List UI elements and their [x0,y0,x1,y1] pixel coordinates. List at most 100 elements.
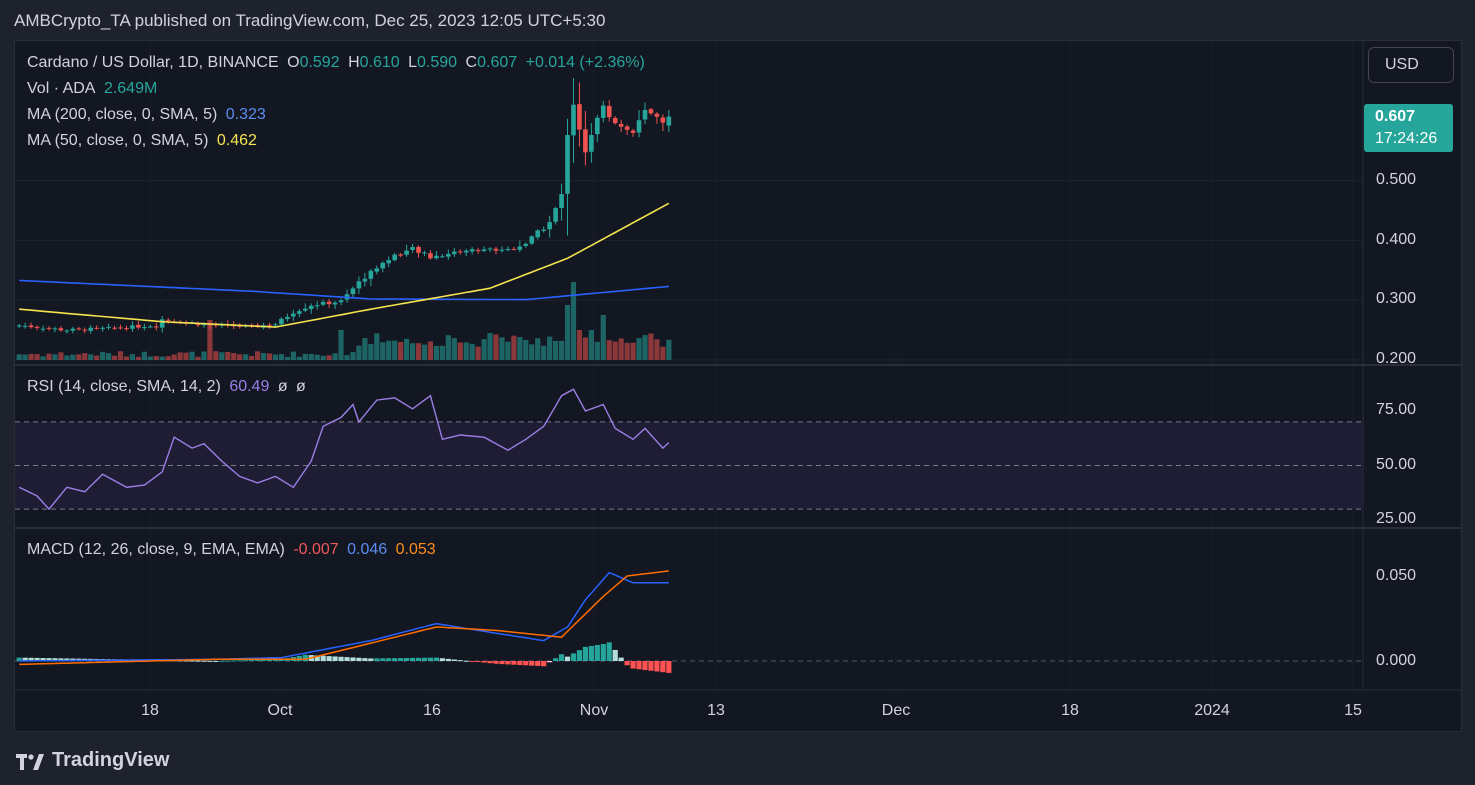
volume-bar [368,343,374,360]
macd-hist-bar [350,657,356,661]
macd-hist-bar [523,661,529,666]
volume-bar [64,355,70,360]
candle-body [374,268,380,272]
macd-hist-bar [541,661,547,667]
volume-bar [70,354,76,360]
macd-label[interactable]: MACD (12, 26, close, 9, EMA, EMA) [27,541,285,558]
volume-bar [374,333,380,360]
volume-bar [183,352,189,360]
macd-hist-bar [415,657,422,661]
volume-bar [380,342,386,360]
candle-body [201,324,207,326]
open-value: 0.592 [299,54,340,71]
volume-bar [487,333,493,360]
macd-hist-bar [654,661,660,672]
macd-hist-bar [558,654,565,661]
volume-bar [481,339,487,360]
candle-body [106,326,111,328]
ma50-label[interactable]: MA (50, close, 0, SMA, 5) [27,132,209,149]
candle-body [153,326,159,328]
bar-countdown: 17:24:26 [1375,130,1438,147]
volume-bar [517,337,523,360]
candle-body [338,300,344,303]
candle-body [475,250,481,252]
volume-bar [28,354,34,360]
ma50-legend: MA (50, close, 0, SMA, 5) 0.462 [27,132,261,150]
ma200-value: 0.323 [225,106,266,123]
macd-hist-bar [529,661,535,666]
time-tick: 13 [707,702,725,719]
macd-hist-bar [433,657,439,661]
macd-hist-bar [547,661,553,663]
candle-body [118,327,123,329]
macd-tick: 0.000 [1376,652,1417,669]
volume-bar [606,340,612,360]
rsi-value: 60.49 [229,378,270,395]
candle-body [559,194,564,208]
macd-hist-bar [46,658,52,661]
volume-bar [660,346,666,360]
macd-hist-bar [451,659,457,661]
candle-body [469,249,475,252]
rsi-band [15,421,1363,662]
macd-value: 0.046 [347,541,388,558]
pane-separators [15,41,1462,691]
rsi-series-line [18,388,670,511]
volume-bar [427,341,434,360]
volume-bar [16,354,22,360]
ma200-label[interactable]: MA (200, close, 0, SMA, 5) [27,106,218,123]
macd-hist-bar [302,654,308,661]
macd-hist-bar [22,657,28,661]
currency-button[interactable]: USD [1368,47,1454,83]
candle-body [34,326,40,328]
candle-body [499,249,505,251]
macd-hist-bar [487,661,493,664]
macd-hist-bar [314,655,320,661]
volume-bar [564,305,571,360]
volume-bar [415,343,422,360]
last-price-tag: 0.607 17:24:26 [1364,104,1453,152]
candle-body [618,123,624,127]
volume-bar [535,338,541,360]
volume-bar [392,340,398,360]
macd-hist-bar [594,644,600,661]
time-tick: Oct [267,702,293,719]
rsi-extra-1: ø [277,378,288,395]
candle-body [195,323,201,326]
candle-body [16,325,22,327]
volume-bar [302,353,308,360]
candle-body [142,327,147,329]
candle-body [481,249,487,251]
candle-body [332,302,338,305]
macd-hist-bar [511,661,517,665]
macd-histogram [16,642,672,673]
volume-bar [159,356,165,360]
macd-hist-bar [344,657,350,661]
macd-hist-bar [499,661,505,665]
macd-hist-bar [469,661,475,662]
volume-bar [433,345,439,360]
volume-bar [135,356,141,360]
volume-bar [636,338,642,360]
rsi-label[interactable]: RSI (14, close, SMA, 14, 2) [27,378,221,395]
volume-bar [469,343,475,360]
volume-bar [553,340,559,360]
candle-body [577,104,582,130]
tradingview-brand[interactable]: TradingView [16,749,169,772]
candle-body [493,248,499,251]
symbol-label[interactable]: Cardano / US Dollar, 1D, BINANCE [27,54,279,71]
macd-hist-bar [266,659,273,661]
volume-bar [451,338,457,360]
macd-legend: MACD (12, 26, close, 9, EMA, EMA) -0.007… [27,541,440,559]
macd-hist-bar [362,658,368,661]
volume-bar [475,346,481,360]
candle-body [22,325,28,327]
volume-bar [213,351,219,360]
candle-body [380,262,386,269]
volume-bar [654,339,660,360]
macd-hist-bar [255,659,261,661]
macd-hist-bar [570,653,577,661]
candle-body [28,325,34,328]
volume-label[interactable]: Vol · ADA [27,80,96,97]
